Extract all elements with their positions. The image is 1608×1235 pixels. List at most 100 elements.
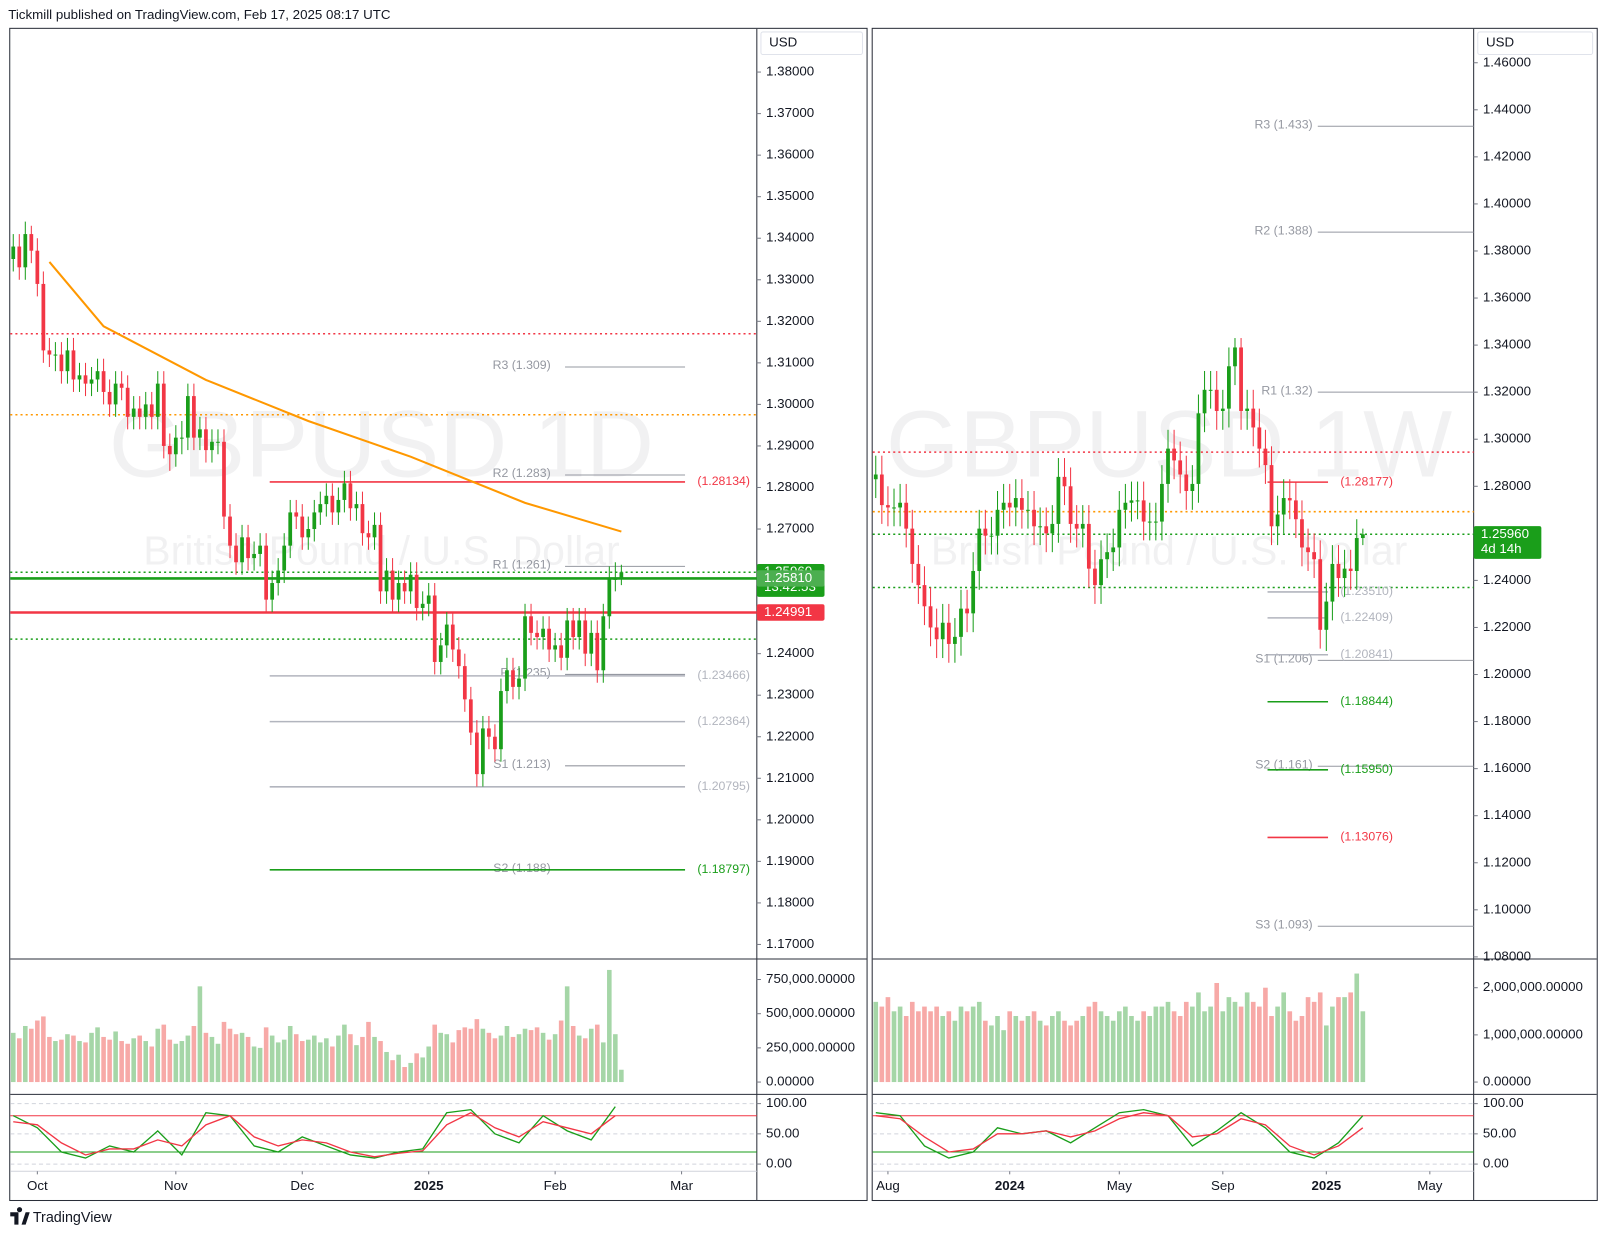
target-label: (1.18797) bbox=[697, 862, 750, 876]
candle-body bbox=[143, 404, 148, 417]
volume-bar bbox=[281, 1039, 287, 1083]
volume-bar bbox=[1202, 1011, 1207, 1083]
candle-body bbox=[1324, 601, 1329, 630]
volume-bar bbox=[995, 1016, 1000, 1083]
volume-bar bbox=[1147, 1016, 1153, 1083]
candle-body bbox=[468, 699, 473, 733]
candle-body bbox=[934, 627, 939, 640]
candle-body bbox=[577, 620, 582, 638]
candle-body bbox=[1160, 483, 1164, 522]
volume-bar bbox=[1080, 1016, 1086, 1083]
x-tick-label: Sep bbox=[1211, 1178, 1235, 1193]
volume-bar bbox=[1232, 1001, 1238, 1083]
pivot-label: R3 (1.433) bbox=[1255, 117, 1313, 131]
volume-tick-label: 0.00000 bbox=[1483, 1074, 1531, 1089]
candle-body bbox=[414, 574, 419, 608]
target-label: (1.23510) bbox=[1340, 584, 1393, 598]
volume-bar bbox=[1275, 1006, 1280, 1083]
y-tick-label: 1.10000 bbox=[1483, 901, 1531, 916]
candle-body bbox=[1062, 476, 1067, 487]
candle-body bbox=[390, 570, 395, 600]
candle-body bbox=[916, 563, 921, 586]
candle-body bbox=[959, 608, 963, 637]
candle-body bbox=[1135, 500, 1140, 502]
volume-bar bbox=[940, 1016, 946, 1083]
volume-bar bbox=[897, 1006, 903, 1083]
volume-bar bbox=[1153, 1006, 1159, 1083]
candle-body bbox=[1293, 500, 1298, 520]
candle-body bbox=[41, 283, 46, 351]
volume-bar bbox=[408, 1062, 413, 1083]
candle-body bbox=[607, 578, 612, 617]
volume-tick-label: 750,000.00000 bbox=[766, 971, 855, 986]
candle-body bbox=[953, 636, 957, 644]
volume-bar bbox=[1263, 987, 1268, 1083]
candle-body bbox=[1056, 476, 1061, 524]
y-tick-label: 1.34000 bbox=[1483, 337, 1531, 352]
volume-bar bbox=[952, 1020, 958, 1083]
candle-body bbox=[1001, 502, 1006, 510]
candle-body bbox=[396, 583, 401, 600]
candle-body bbox=[971, 570, 976, 614]
candle-body bbox=[113, 383, 118, 405]
y-tick-label: 1.31000 bbox=[766, 354, 814, 369]
candle-body bbox=[161, 383, 166, 446]
volume-bar bbox=[976, 1001, 982, 1083]
volume-bar bbox=[1250, 1001, 1256, 1083]
candle-body bbox=[1147, 521, 1152, 523]
candle-body bbox=[493, 736, 497, 750]
volume-bar bbox=[239, 1032, 245, 1083]
candle-body bbox=[1013, 498, 1018, 508]
price-label: 1.25960 bbox=[1481, 526, 1529, 541]
volume-bar bbox=[607, 969, 612, 1083]
y-tick-label: 1.17000 bbox=[766, 936, 814, 951]
y-tick-label: 1.24000 bbox=[766, 645, 814, 660]
volume-bar bbox=[378, 1041, 383, 1083]
volume-bar bbox=[372, 1036, 377, 1083]
candle-body bbox=[499, 691, 503, 750]
publish-header: Tickmill published on TradingView.com, F… bbox=[8, 7, 391, 22]
volume-bar bbox=[324, 1038, 329, 1083]
candle-body bbox=[438, 645, 443, 662]
stoch-line bbox=[13, 1111, 616, 1158]
volume-bar bbox=[402, 1067, 407, 1083]
volume-bar bbox=[1116, 1011, 1122, 1083]
volume-bar bbox=[47, 1036, 52, 1083]
candle-body bbox=[234, 545, 238, 563]
pivot-label: R2 (1.283) bbox=[493, 466, 551, 480]
candle-body bbox=[210, 441, 214, 451]
watermark-description: British Pound / U.S. Dollar bbox=[931, 528, 1407, 574]
candle-body bbox=[613, 578, 618, 580]
volume-bar bbox=[1025, 1016, 1031, 1083]
candle-body bbox=[1196, 413, 1201, 484]
candle-body bbox=[29, 234, 34, 251]
volume-bar bbox=[257, 1047, 263, 1083]
y-tick-label: 1.35000 bbox=[766, 188, 814, 203]
volume-bar bbox=[23, 1025, 28, 1083]
y-tick-label: 1.40000 bbox=[1483, 195, 1531, 210]
volume-bar bbox=[191, 1025, 197, 1083]
volume-bar bbox=[1141, 1011, 1146, 1083]
candle-body bbox=[879, 474, 884, 506]
candle-body bbox=[977, 528, 982, 571]
volume-bar bbox=[396, 1054, 401, 1083]
volume-bar bbox=[1348, 992, 1353, 1083]
candle-body bbox=[1208, 389, 1213, 391]
volume-bar bbox=[209, 1036, 215, 1083]
candle-body bbox=[1190, 483, 1195, 491]
candle-body bbox=[547, 628, 551, 650]
volume-bar bbox=[360, 1036, 365, 1083]
volume-bar bbox=[438, 1032, 444, 1083]
candle-body bbox=[47, 350, 52, 355]
candle-body bbox=[342, 483, 347, 500]
volume-bar bbox=[318, 1042, 323, 1083]
candle-body bbox=[348, 483, 353, 509]
candle-body bbox=[330, 495, 335, 513]
volume-bar bbox=[155, 1028, 161, 1083]
candle-body bbox=[59, 354, 64, 372]
candle-body bbox=[366, 533, 371, 538]
candle-body bbox=[173, 437, 178, 455]
price-label-box bbox=[756, 604, 825, 621]
candle-body bbox=[89, 379, 94, 384]
volume-bar bbox=[552, 1034, 558, 1083]
